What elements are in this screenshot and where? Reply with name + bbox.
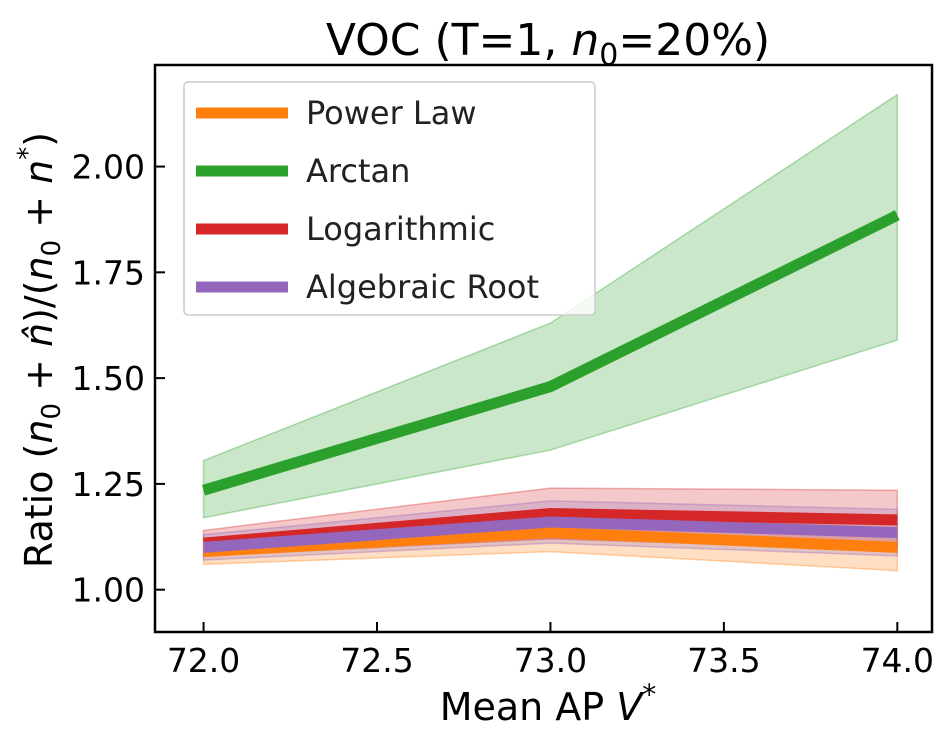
- axes: 72.0 72.5 73.0 73.5 74.0 1.00 1.25 1.50 1.75 2.00: [72, 63, 934, 680]
- legend-box: [183, 81, 596, 316]
- line-logarithmic: [203, 508, 898, 549]
- y-tick-label: 1.25: [72, 465, 145, 504]
- legend-label-power-law: Power Law: [306, 94, 477, 132]
- chart-title: VOC (T=1, n0=20%): [326, 15, 770, 73]
- y-tick-label: 1.75: [72, 253, 145, 292]
- line-algebraic-root: [203, 516, 898, 553]
- x-tick-label: 72.5: [340, 641, 413, 680]
- plot-frame: [153, 63, 934, 634]
- x-axis-label: Mean AP V*: [440, 678, 657, 729]
- line-power-law: [203, 527, 898, 558]
- y-tick-label: 1.00: [72, 571, 145, 610]
- x-tick-label: 73.0: [514, 641, 587, 680]
- x-tick-label: 72.0: [167, 641, 240, 680]
- x-tick-label: 74.0: [861, 641, 934, 680]
- plot-area: [201, 93, 900, 572]
- line-arctan: [201, 210, 900, 496]
- y-tick-label: 2.00: [72, 148, 145, 187]
- legend-label-arctan: Arctan: [306, 152, 410, 190]
- legend: Power Law Arctan Logarithmic Algebraic Root: [183, 81, 596, 316]
- y-axis-label: Ratio (n0 + n̂)/(n0 + n*): [13, 132, 67, 568]
- y-tick-label: 1.50: [72, 359, 145, 398]
- band-arctan: [202, 93, 899, 519]
- legend-label-logarithmic: Logarithmic: [306, 210, 495, 248]
- x-tick-label: 73.5: [687, 641, 760, 680]
- legend-label-algebraic-root: Algebraic Root: [306, 268, 539, 306]
